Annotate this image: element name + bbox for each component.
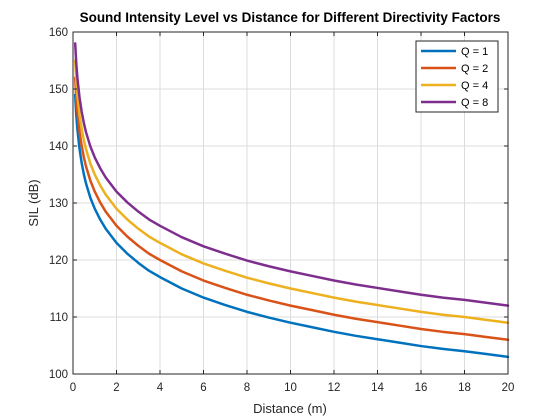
- x-tick-label: 20: [502, 382, 515, 394]
- legend: Q = 1 Q = 2 Q = 4 Q = 8: [415, 40, 499, 113]
- legend-entry: Q = 8: [461, 97, 488, 109]
- x-tick-label: 16: [415, 382, 428, 394]
- series-layer: [73, 42, 510, 359]
- x-tick-label: 18: [458, 382, 471, 394]
- y-tick-label: 120: [49, 255, 68, 267]
- legend-entry: Q = 1: [461, 46, 488, 58]
- series-line-q1: [73, 93, 510, 359]
- x-tick-label: 12: [328, 382, 341, 394]
- y-tick-label: 150: [49, 84, 68, 96]
- series-line-q4: [73, 42, 510, 307]
- x-axis-label: Distance (m): [253, 401, 327, 416]
- chart-title: Sound Intensity Level vs Distance for Di…: [80, 10, 501, 25]
- y-tick-label: 100: [49, 369, 68, 381]
- x-tick-label: 6: [200, 382, 206, 394]
- x-tick-label: 14: [371, 382, 384, 394]
- x-tick-label: 8: [244, 382, 250, 394]
- x-tick-label: 0: [70, 382, 76, 394]
- y-axis-label: SIL (dB): [26, 179, 41, 226]
- legend-entry: Q = 2: [461, 63, 488, 75]
- y-tick-label: 160: [49, 27, 68, 39]
- x-tick-label: 4: [157, 382, 164, 394]
- y-tick-label: 140: [49, 141, 68, 153]
- y-tick-label: 110: [50, 312, 68, 324]
- legend-entry: Q = 4: [461, 80, 488, 92]
- series-line-q3: [73, 59, 510, 324]
- x-tick-label: 10: [284, 382, 297, 394]
- x-tick-label: 2: [113, 382, 119, 394]
- ticks: 0 2 4 6 8 10 12 14 16 18 20 100 110 120 130 140 150 160: [49, 27, 515, 394]
- y-tick-label: 130: [49, 198, 68, 210]
- legend-box: [415, 40, 499, 113]
- series-line-q2: [73, 76, 510, 342]
